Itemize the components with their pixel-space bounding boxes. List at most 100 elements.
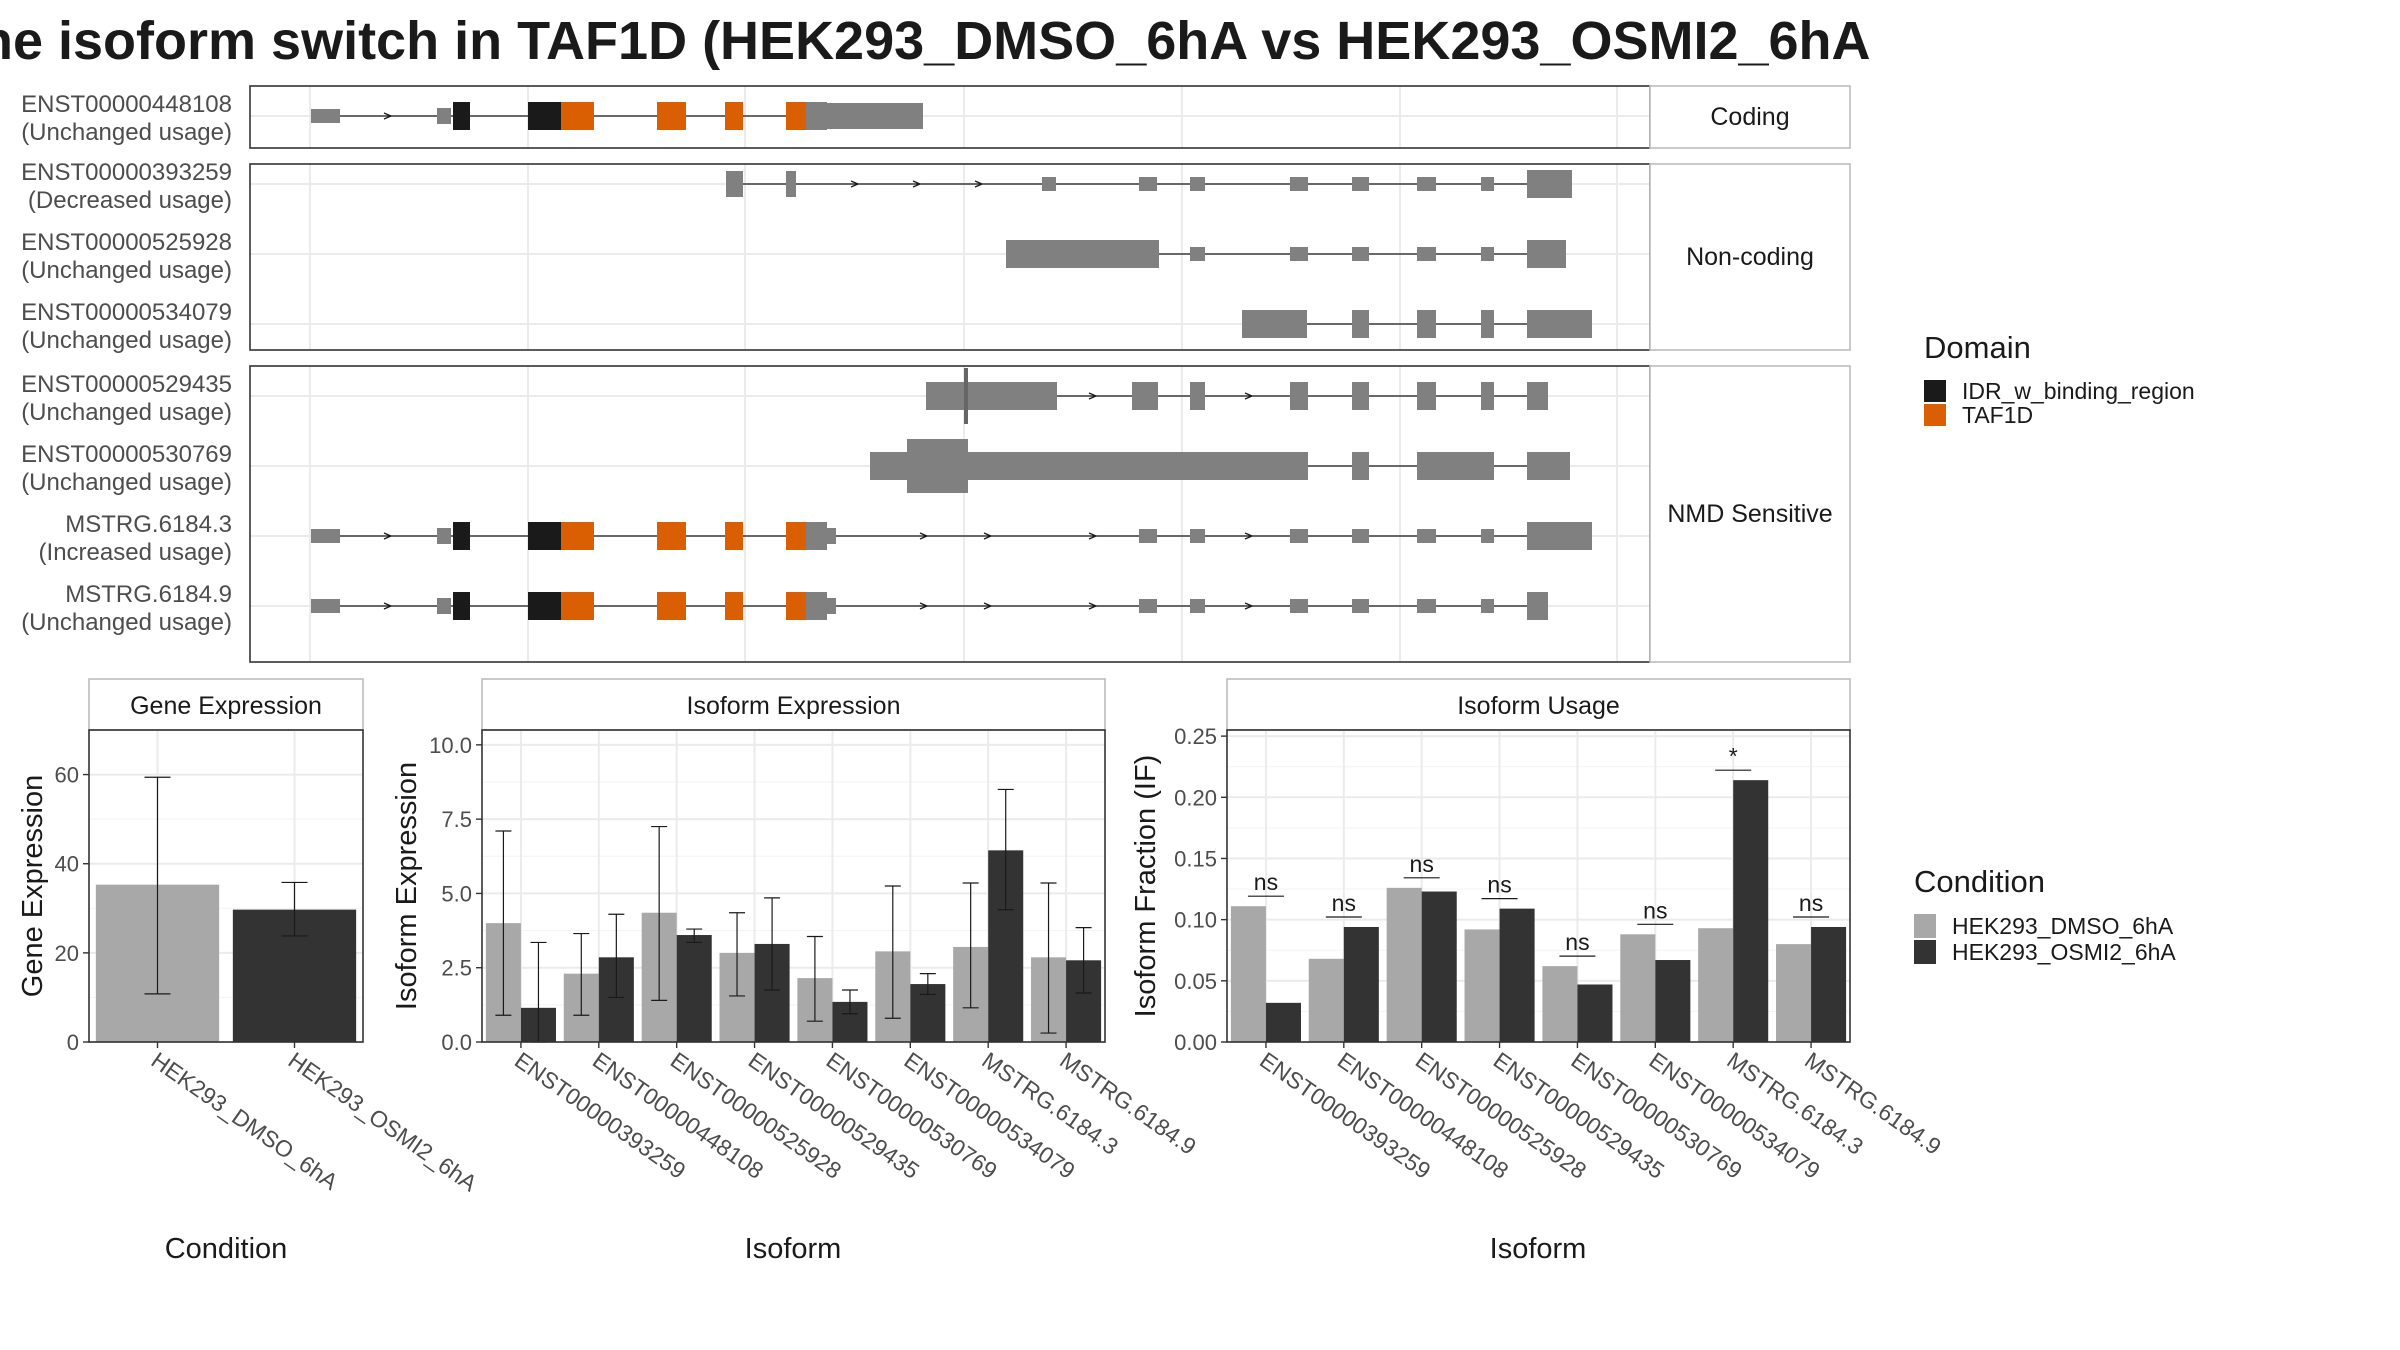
exon bbox=[1290, 529, 1308, 543]
exon bbox=[1290, 599, 1308, 613]
exon bbox=[806, 102, 827, 130]
chart-panel-border bbox=[1226, 729, 1851, 1043]
exon bbox=[827, 103, 923, 129]
bar bbox=[1499, 908, 1535, 1042]
exon bbox=[806, 522, 827, 550]
significance-label: ns bbox=[1410, 851, 1434, 877]
chart-strip bbox=[481, 678, 1106, 731]
bar bbox=[676, 935, 712, 1042]
exon bbox=[1190, 599, 1205, 613]
y-axis-title: Gene Expression bbox=[17, 775, 49, 997]
exon bbox=[786, 171, 796, 197]
exon bbox=[1190, 382, 1205, 410]
bar bbox=[1230, 906, 1266, 1042]
transcript-panel: Non-coding ENST00000393259(Decreased usag… bbox=[21, 159, 1851, 354]
chart-panel-border bbox=[88, 729, 364, 1043]
chart-strip bbox=[88, 678, 364, 731]
bar bbox=[1542, 966, 1578, 1042]
exon bbox=[1417, 177, 1436, 191]
y-tick-label: 20 bbox=[55, 941, 79, 966]
condition-legend-swatch bbox=[1914, 914, 1936, 938]
bar bbox=[1265, 1002, 1301, 1042]
y-tick-label: 0.00 bbox=[1174, 1030, 1217, 1055]
strand-arrow bbox=[383, 112, 393, 120]
exon bbox=[806, 592, 827, 620]
taf1d-domain-exon bbox=[657, 522, 686, 550]
significance-label: ns bbox=[1643, 897, 1667, 923]
idr-domain-exon bbox=[453, 102, 470, 130]
domain-legend-label: TAF1D bbox=[1962, 402, 2033, 428]
transcript-usage-label: (Unchanged usage) bbox=[21, 257, 232, 284]
taf1d-domain-exon bbox=[725, 102, 743, 130]
transcript-usage-label: (Decreased usage) bbox=[28, 187, 232, 214]
y-tick-label: 0.05 bbox=[1174, 969, 1217, 994]
transcript-panel: Coding ENST00000448108(Unchanged usage) bbox=[21, 85, 1851, 149]
exon bbox=[907, 439, 968, 493]
taf1d-domain-exon bbox=[561, 592, 594, 620]
bar bbox=[1308, 958, 1344, 1042]
page-title: he isoform switch in TAF1D (HEK293_DMSO_… bbox=[0, 6, 1870, 76]
exon bbox=[1527, 452, 1570, 480]
strand-arrow bbox=[1088, 532, 1098, 540]
y-tick-label: 0.20 bbox=[1174, 785, 1217, 810]
chart-title: Gene Expression bbox=[130, 692, 322, 720]
transcript-model: ENST00000530769(Unchanged usage) bbox=[21, 439, 1570, 496]
y-axis-title: Isoform Expression bbox=[391, 762, 423, 1010]
taf1d-domain-exon bbox=[786, 102, 806, 130]
transcript-id-label: ENST00000530769 bbox=[21, 441, 232, 468]
strand-arrow bbox=[1244, 602, 1254, 610]
exon bbox=[1290, 177, 1308, 191]
y-tick-label: 10.0 bbox=[429, 733, 472, 758]
y-tick-label: 5.0 bbox=[441, 881, 472, 906]
exon bbox=[1481, 529, 1494, 543]
transcript-id-label: ENST00000525928 bbox=[21, 229, 232, 256]
panel-strip-label: Coding bbox=[1710, 103, 1789, 131]
x-axis-title: Isoform bbox=[1490, 1233, 1587, 1265]
exon bbox=[1481, 310, 1494, 338]
chart-panel: Isoform Usage ns ns ns ns ns ns * ns 0.00 0.05 0.10… bbox=[1130, 678, 1946, 1265]
significance-label: ns bbox=[1799, 890, 1823, 916]
exon bbox=[1352, 177, 1369, 191]
x-axis-title: Isoform bbox=[745, 1233, 842, 1265]
bar bbox=[1655, 960, 1691, 1042]
bar bbox=[1811, 926, 1847, 1042]
idr-domain-exon bbox=[528, 522, 561, 550]
strand-arrow bbox=[1088, 602, 1098, 610]
y-tick-label: 0.0 bbox=[441, 1030, 472, 1055]
y-axis-title: Isoform Fraction (IF) bbox=[1130, 755, 1162, 1018]
transcript-usage-label: (Unchanged usage) bbox=[21, 469, 232, 496]
strand-arrow bbox=[383, 532, 393, 540]
y-tick-label: 0 bbox=[67, 1030, 79, 1055]
bar bbox=[1421, 891, 1457, 1042]
exon bbox=[968, 452, 1308, 480]
panel-strip bbox=[1649, 163, 1851, 351]
panel-strip bbox=[1649, 365, 1851, 663]
exon bbox=[1290, 382, 1308, 410]
domain-legend-swatch bbox=[1924, 380, 1946, 402]
y-tick-label: 60 bbox=[55, 763, 79, 788]
transcript-usage-label: (Unchanged usage) bbox=[21, 609, 232, 636]
exon bbox=[1417, 247, 1436, 261]
page-title-text: he isoform switch in TAF1D (HEK293_DMSO_… bbox=[0, 11, 1870, 71]
exon bbox=[1190, 177, 1205, 191]
strand-arrow bbox=[1244, 392, 1254, 400]
exon bbox=[827, 598, 836, 614]
y-tick-label: 0.25 bbox=[1174, 724, 1217, 749]
exon bbox=[1527, 592, 1548, 620]
exon bbox=[1042, 177, 1056, 191]
strand-arrow bbox=[850, 180, 860, 188]
taf1d-domain-exon bbox=[657, 592, 686, 620]
transcript-id-label: MSTRG.6184.9 bbox=[65, 581, 232, 608]
transcript-model: MSTRG.6184.3(Increased usage) bbox=[39, 511, 1592, 566]
y-tick-label: 7.5 bbox=[441, 807, 472, 832]
taf1d-domain-exon bbox=[786, 522, 806, 550]
transcript-id-label: ENST00000448108 bbox=[21, 91, 232, 118]
exon bbox=[1481, 599, 1494, 613]
strand-arrow bbox=[919, 602, 929, 610]
exon bbox=[1527, 382, 1548, 410]
transcript-usage-label: (Increased usage) bbox=[39, 539, 232, 566]
significance-label: * bbox=[1729, 743, 1738, 769]
exon bbox=[437, 108, 451, 124]
